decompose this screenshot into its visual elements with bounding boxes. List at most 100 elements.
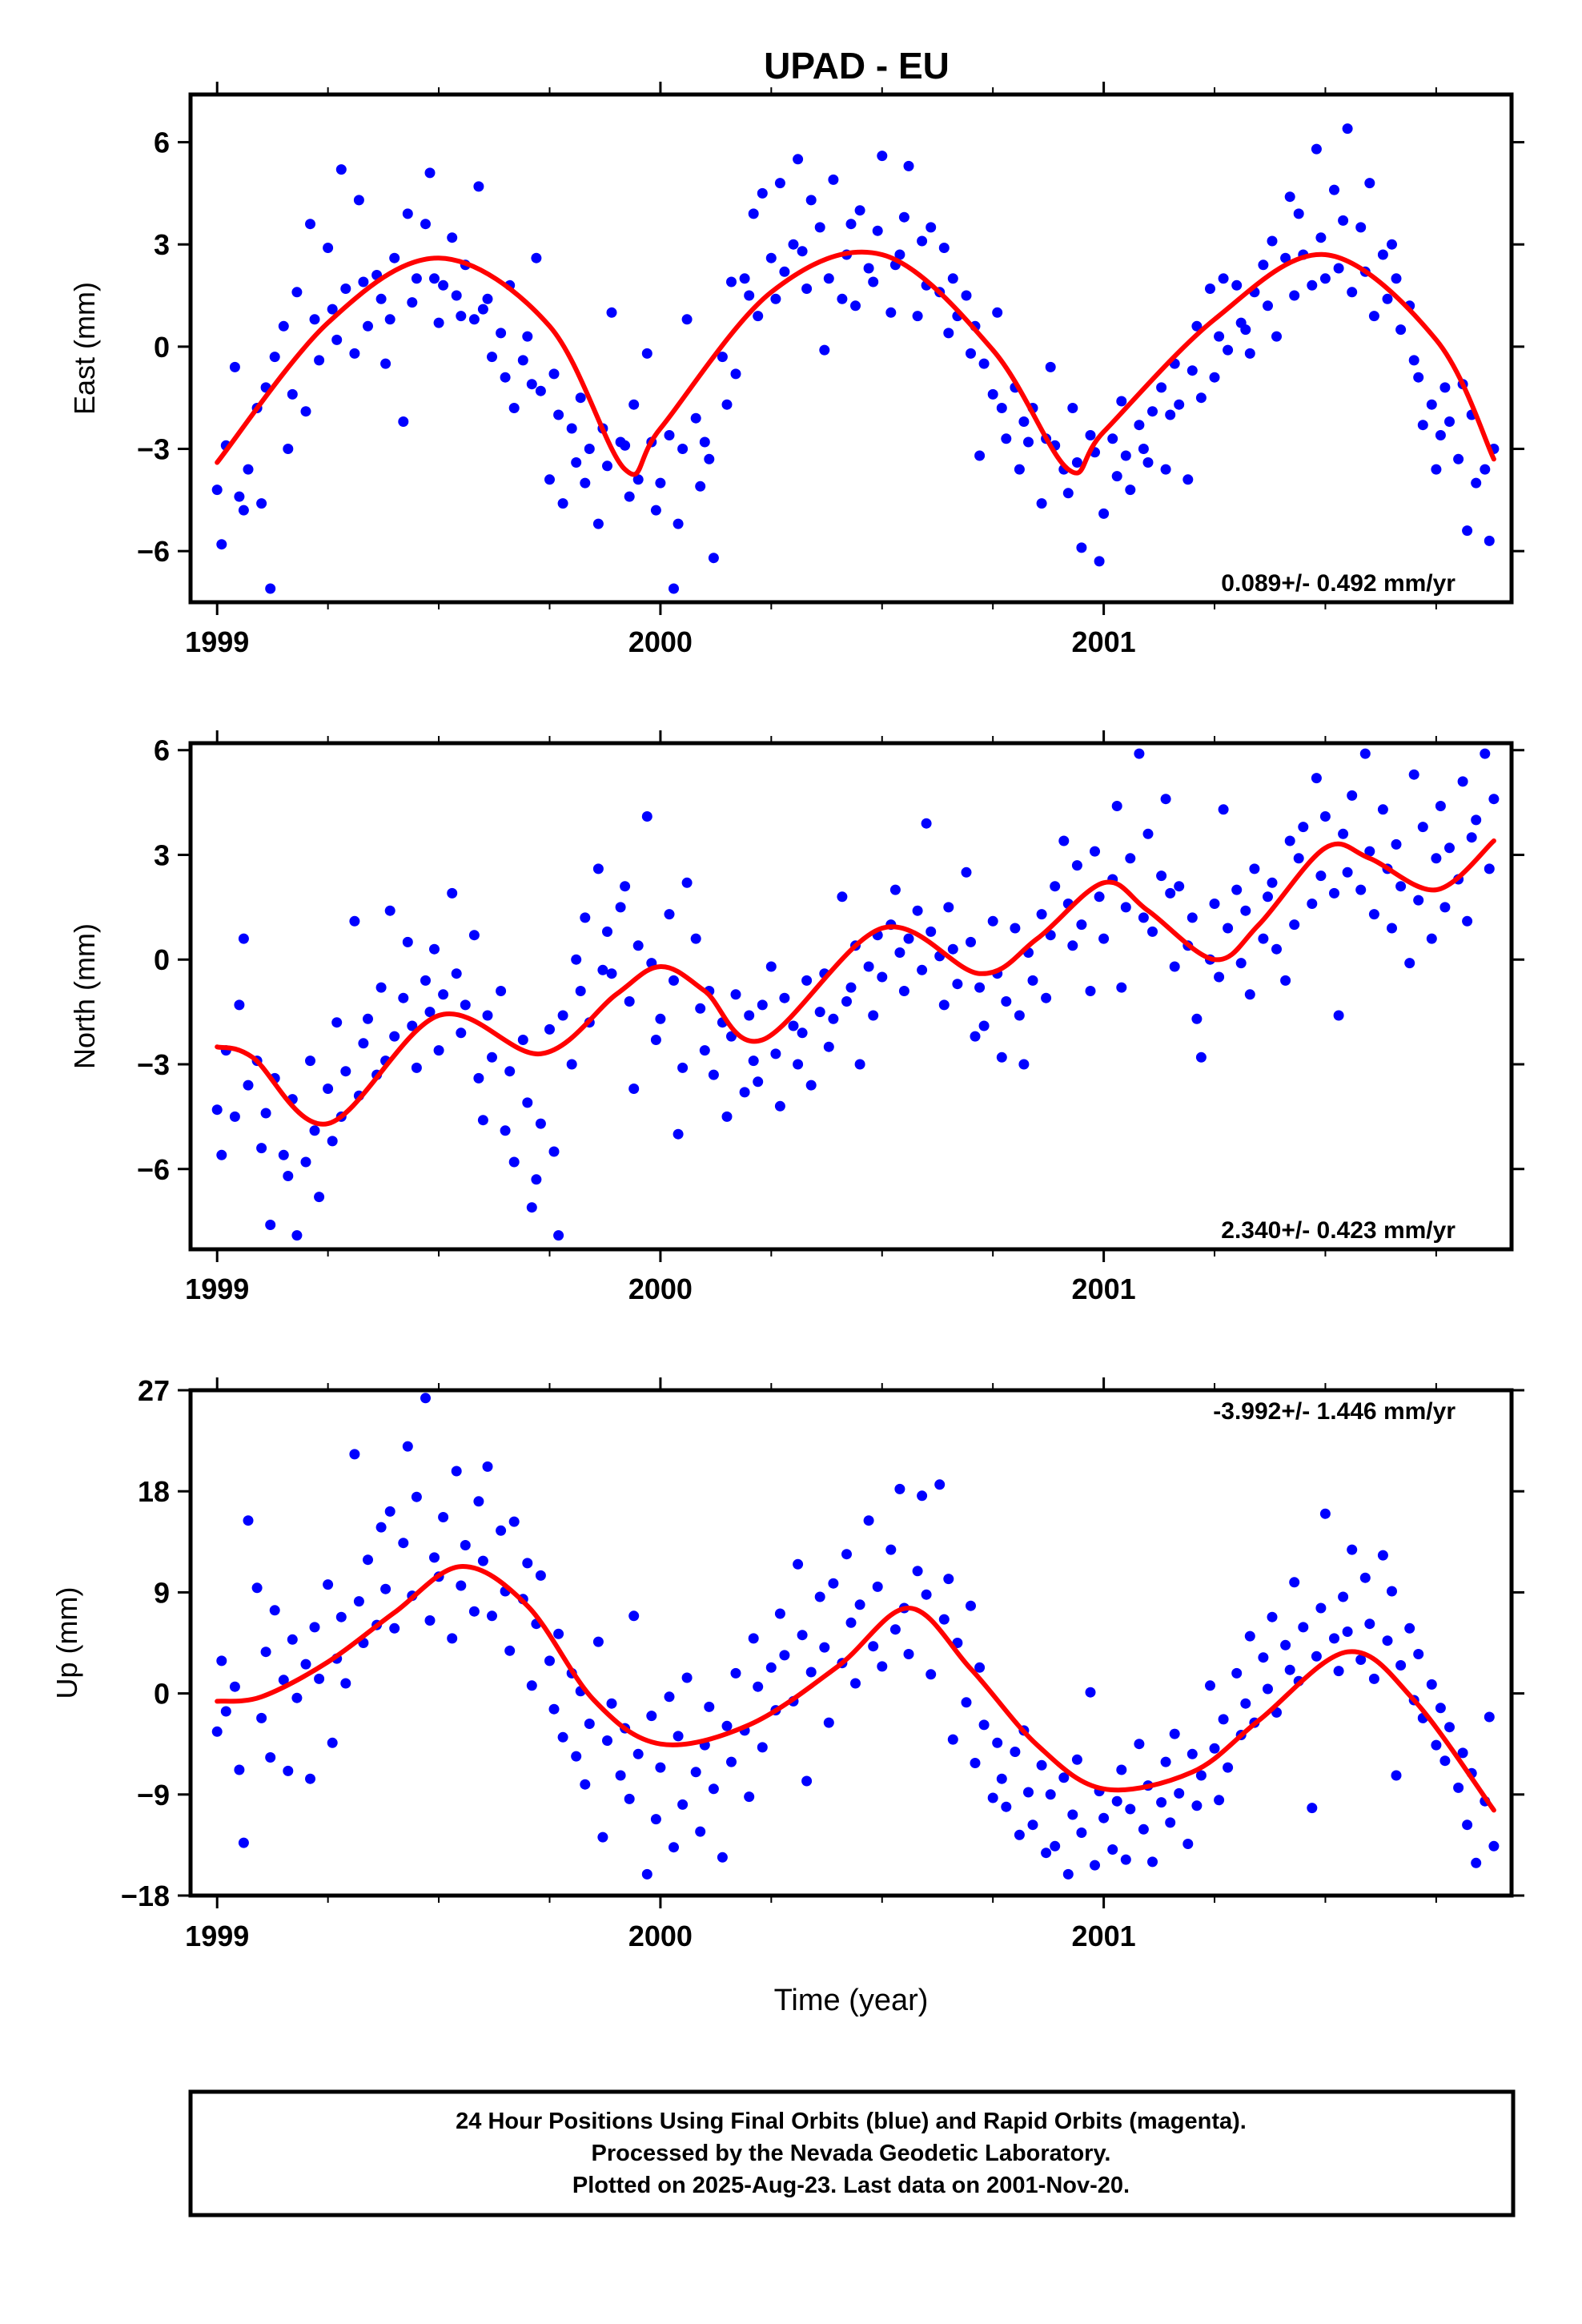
up-point <box>863 1515 874 1526</box>
east-point <box>828 174 839 185</box>
east-point <box>411 273 422 284</box>
up-point <box>411 1491 422 1502</box>
north-point <box>1462 915 1473 927</box>
up-point <box>335 1611 347 1622</box>
up-y-axis-label: Up (mm) <box>50 1587 83 1699</box>
north-point <box>970 1031 981 1042</box>
north-point <box>278 1149 289 1160</box>
north-y-axis-label: North (mm) <box>68 923 101 1069</box>
north-point <box>1444 842 1455 854</box>
up-point <box>606 1698 617 1709</box>
up-point <box>1240 1698 1251 1709</box>
east-point <box>717 352 728 363</box>
up-point <box>424 1615 436 1626</box>
east-point <box>1319 273 1331 284</box>
up-point <box>1431 1739 1442 1751</box>
north-point <box>814 1007 825 1018</box>
up-point <box>220 1706 231 1717</box>
north-point <box>673 1128 684 1140</box>
north-point <box>1076 919 1087 931</box>
east-plot-frame <box>188 92 1514 605</box>
north-point <box>730 989 741 1000</box>
east-point <box>814 222 825 233</box>
east-point <box>517 355 528 366</box>
north-point <box>331 1017 343 1028</box>
north-point <box>314 1192 325 1203</box>
up-point <box>1134 1739 1145 1750</box>
east-point <box>1267 235 1278 247</box>
east-point <box>553 409 564 420</box>
up-point <box>496 1525 507 1536</box>
east-point <box>456 311 467 322</box>
north-point <box>1147 926 1158 937</box>
up-point <box>903 1649 914 1659</box>
east-point <box>877 151 888 162</box>
north-point <box>309 1125 320 1136</box>
up-point <box>978 1719 990 1731</box>
east-point <box>283 444 294 454</box>
east-point <box>1244 348 1255 359</box>
up-point <box>1067 1809 1078 1820</box>
north-point <box>664 909 675 920</box>
up-point <box>1395 1660 1407 1671</box>
up-point <box>1329 1633 1339 1644</box>
up-point <box>921 1589 932 1600</box>
east-point <box>978 358 990 369</box>
up-point <box>508 1516 520 1527</box>
north-point <box>1413 895 1424 906</box>
north-y-tick-label: −3 <box>137 1048 170 1081</box>
north-y-tick-label: 3 <box>154 838 170 871</box>
north-point <box>1435 801 1446 811</box>
east-point <box>1307 279 1318 291</box>
up-point <box>966 1600 976 1611</box>
up-point <box>1377 1550 1388 1561</box>
east-point <box>305 219 315 230</box>
north-point <box>522 1097 533 1108</box>
east-point <box>708 553 719 564</box>
up-point <box>384 1506 396 1517</box>
up-point <box>526 1680 537 1691</box>
up-point <box>872 1581 883 1592</box>
north-point <box>402 936 413 947</box>
north-point <box>1036 909 1047 920</box>
east-point <box>1045 361 1056 372</box>
north-point <box>1364 846 1375 857</box>
north-point <box>256 1143 267 1154</box>
up-point <box>1111 1795 1122 1807</box>
east-point <box>327 304 338 315</box>
east-point <box>1284 191 1295 203</box>
up-point <box>243 1515 254 1526</box>
east-point <box>1142 457 1154 468</box>
up-point <box>1435 1703 1446 1714</box>
north-point <box>1142 828 1154 839</box>
north-point <box>243 1080 254 1091</box>
east-point <box>1431 464 1442 475</box>
north-point <box>389 1031 400 1042</box>
north-point <box>943 902 954 913</box>
up-point <box>1439 1755 1451 1767</box>
north-point <box>238 933 249 944</box>
east-point <box>335 164 347 175</box>
up-point <box>375 1522 387 1533</box>
east-point <box>496 328 507 339</box>
north-point <box>1267 877 1278 888</box>
east-point <box>992 307 1003 318</box>
up-point <box>1058 1772 1070 1783</box>
north-point <box>1417 822 1428 833</box>
east-point <box>779 266 790 277</box>
north-point <box>1027 975 1038 986</box>
up-point <box>655 1762 666 1773</box>
north-point <box>912 905 923 916</box>
up-point <box>708 1783 719 1795</box>
up-point <box>1138 1823 1149 1835</box>
north-point <box>447 887 458 899</box>
east-point <box>620 440 631 451</box>
north-point <box>828 1013 839 1024</box>
east-point <box>420 219 431 230</box>
up-point <box>992 1737 1003 1748</box>
up-point <box>1182 1839 1194 1849</box>
up-point <box>1333 1666 1344 1677</box>
up-point <box>1001 1801 1012 1812</box>
north-point <box>216 1149 227 1160</box>
east-point <box>1271 331 1282 342</box>
